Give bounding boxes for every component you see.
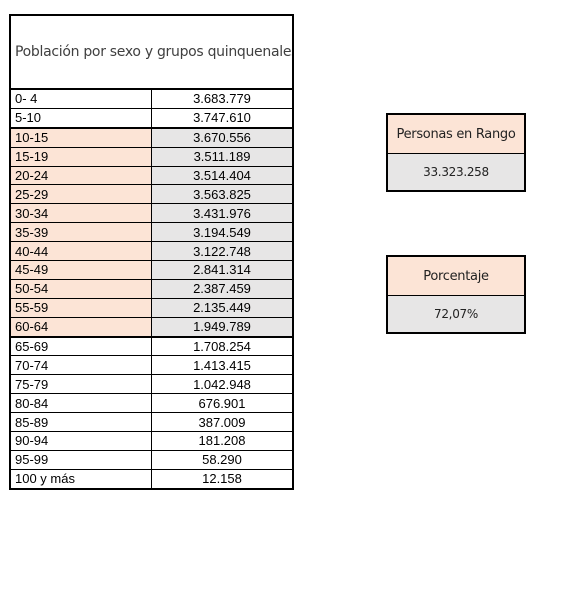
range-value[interactable]: 33.323.258 (386, 153, 526, 192)
percent-value[interactable]: 72,07% (386, 295, 526, 334)
population-value-cell[interactable]: 58.290 (151, 449, 294, 470)
age-group-cell[interactable]: 45-49 (9, 260, 152, 280)
range-box: Personas en Rango 33.323.258 (386, 113, 526, 192)
population-value-cell[interactable]: 3.563.825 (151, 184, 294, 205)
table-row: 60-64 1.949.789 (9, 316, 294, 338)
population-value-cell[interactable]: 3.747.610 (151, 107, 294, 129)
age-group-cell[interactable]: 5-10 (9, 107, 152, 129)
age-group-cell[interactable]: 80-84 (9, 393, 152, 414)
table-row: 95-99 58.290 (9, 449, 294, 470)
age-group-cell[interactable]: 70-74 (9, 355, 152, 376)
table-row: 75-79 1.042.948 (9, 374, 294, 395)
age-group-cell[interactable]: 0- 4 (9, 88, 152, 109)
table-row: 45-49 2.841.314 (9, 260, 294, 280)
table-row: 30-34 3.431.976 (9, 203, 294, 224)
age-group-cell[interactable]: 10-15 (9, 126, 152, 148)
age-group-cell[interactable]: 90-94 (9, 431, 152, 451)
table-row: 55-59 2.135.449 (9, 297, 294, 318)
table-row: 100 y más 12.158 (9, 468, 294, 490)
range-label[interactable]: Personas en Rango (386, 113, 526, 154)
population-value-cell[interactable]: 676.901 (151, 393, 294, 414)
population-value-cell[interactable]: 3.431.976 (151, 203, 294, 224)
age-group-cell[interactable]: 65-69 (9, 336, 152, 357)
table-row: 0- 4 3.683.779 (9, 88, 294, 109)
population-value-cell[interactable]: 2.135.449 (151, 297, 294, 318)
table-header-row: Población por sexo y grupos quinquenales… (9, 14, 294, 90)
table-row: 50-54 2.387.459 (9, 278, 294, 299)
population-value-cell[interactable]: 1.413.415 (151, 355, 294, 376)
population-value-cell[interactable]: 181.208 (151, 431, 294, 451)
age-group-cell[interactable]: 25-29 (9, 184, 152, 205)
table-row: 90-94 181.208 (9, 431, 294, 451)
population-value-cell[interactable]: 3.194.549 (151, 222, 294, 243)
table-row: 25-29 3.563.825 (9, 184, 294, 205)
population-value-cell[interactable]: 2.387.459 (151, 278, 294, 299)
percent-box: Porcentaje 72,07% (386, 255, 526, 334)
table-row: 80-84 676.901 (9, 393, 294, 414)
population-value-cell[interactable]: 3.683.779 (151, 88, 294, 109)
age-group-cell[interactable]: 100 y más (9, 468, 152, 490)
population-value-cell[interactable]: 1.949.789 (151, 316, 294, 338)
population-value-cell[interactable]: 387.009 (151, 412, 294, 433)
population-table: Población por sexo y grupos quinquenales… (9, 14, 294, 490)
population-value-cell[interactable]: 1.708.254 (151, 336, 294, 357)
table-row: 65-69 1.708.254 (9, 336, 294, 357)
age-group-cell[interactable]: 20-24 (9, 165, 152, 186)
table-row: 40-44 3.122.748 (9, 241, 294, 262)
age-group-cell[interactable]: 85-89 (9, 412, 152, 433)
age-group-cell[interactable]: 35-39 (9, 222, 152, 243)
table-row: 10-15 3.670.556 (9, 126, 294, 148)
population-table-body: Población por sexo y grupos quinquenales… (9, 14, 294, 490)
age-group-cell[interactable]: 55-59 (9, 297, 152, 318)
table-header[interactable]: Población por sexo y grupos quinquenales… (9, 14, 294, 90)
population-value-cell[interactable]: 3.514.404 (151, 165, 294, 186)
age-group-cell[interactable]: 15-19 (9, 146, 152, 167)
table-row: 20-24 3.514.404 (9, 165, 294, 186)
population-value-cell[interactable]: 12.158 (151, 468, 294, 490)
age-group-cell[interactable]: 40-44 (9, 241, 152, 262)
percent-label[interactable]: Porcentaje (386, 255, 526, 296)
age-group-cell[interactable]: 30-34 (9, 203, 152, 224)
age-group-cell[interactable]: 50-54 (9, 278, 152, 299)
table-row: 85-89 387.009 (9, 412, 294, 433)
table-row: 15-19 3.511.189 (9, 146, 294, 167)
table-row: 70-74 1.413.415 (9, 355, 294, 376)
age-group-cell[interactable]: 60-64 (9, 316, 152, 338)
age-group-cell[interactable]: 95-99 (9, 449, 152, 470)
population-value-cell[interactable]: 1.042.948 (151, 374, 294, 395)
table-row: 35-39 3.194.549 (9, 222, 294, 243)
table-row: 5-10 3.747.610 (9, 107, 294, 129)
population-value-cell[interactable]: 3.670.556 (151, 126, 294, 148)
population-value-cell[interactable]: 3.122.748 (151, 241, 294, 262)
population-value-cell[interactable]: 2.841.314 (151, 260, 294, 280)
age-group-cell[interactable]: 75-79 (9, 374, 152, 395)
population-value-cell[interactable]: 3.511.189 (151, 146, 294, 167)
